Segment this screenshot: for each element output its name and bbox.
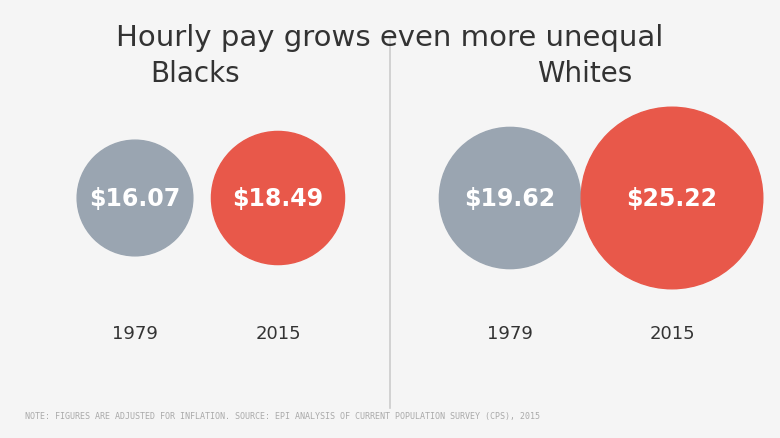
Text: 2015: 2015 <box>255 324 301 342</box>
Text: 2015: 2015 <box>649 324 695 342</box>
Text: $19.62: $19.62 <box>464 187 555 211</box>
Circle shape <box>439 128 580 269</box>
Circle shape <box>581 108 763 289</box>
Text: $16.07: $16.07 <box>90 187 181 211</box>
Text: $25.22: $25.22 <box>626 187 718 211</box>
Circle shape <box>211 132 345 265</box>
Text: NOTE: FIGURES ARE ADJUSTED FOR INFLATION. SOURCE: EPI ANALYSIS OF CURRENT POPULA: NOTE: FIGURES ARE ADJUSTED FOR INFLATION… <box>25 411 540 420</box>
Text: 1979: 1979 <box>487 324 533 342</box>
Text: $18.49: $18.49 <box>232 187 324 211</box>
Text: Blacks: Blacks <box>151 60 239 88</box>
Text: Whites: Whites <box>537 60 633 88</box>
Circle shape <box>77 141 193 256</box>
Text: 1979: 1979 <box>112 324 158 342</box>
Text: Hourly pay grows even more unequal: Hourly pay grows even more unequal <box>116 24 664 52</box>
